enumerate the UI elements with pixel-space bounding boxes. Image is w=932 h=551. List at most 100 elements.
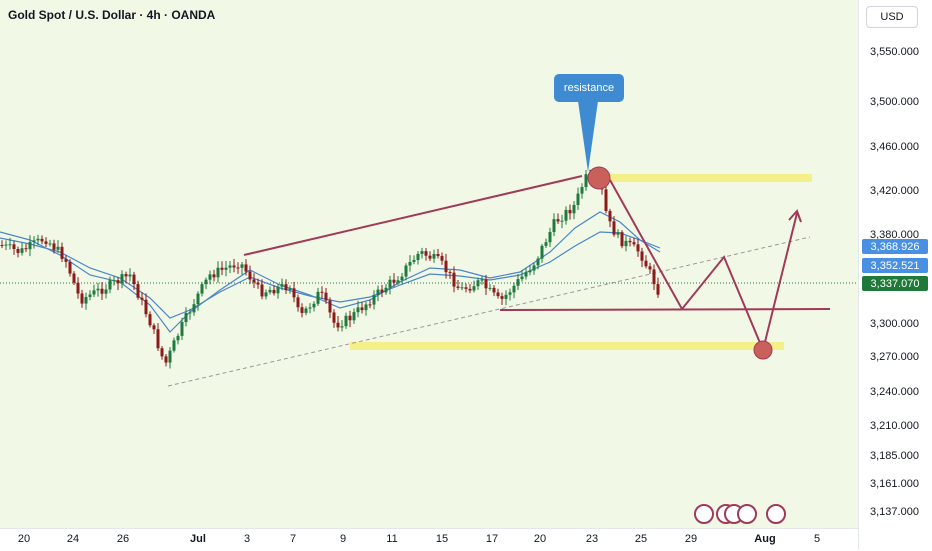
candle-body — [152, 325, 156, 330]
candle-body — [48, 243, 52, 245]
candle-body — [432, 254, 436, 259]
candle-body — [60, 246, 64, 259]
candle-body — [412, 260, 416, 262]
currency-button[interactable]: USD — [866, 6, 918, 28]
top-marker — [587, 166, 611, 190]
current-price-label: 3,337.070 — [862, 276, 928, 291]
candle-body — [252, 279, 256, 283]
candle-body — [396, 280, 400, 283]
candle-body — [168, 350, 172, 363]
candle-body — [124, 274, 128, 277]
candle-body — [220, 267, 224, 270]
time-tick: 11 — [386, 533, 398, 545]
price-axis[interactable] — [858, 0, 932, 550]
candle-body — [524, 272, 528, 277]
candle-body — [128, 274, 132, 277]
candle-body — [268, 289, 272, 293]
candle-body — [288, 288, 292, 291]
price-tick: 3,137.000 — [870, 506, 919, 518]
candle-body — [184, 313, 188, 323]
candle-body — [348, 315, 352, 321]
candle-body — [500, 296, 504, 299]
candle-body — [456, 286, 460, 288]
candle-body — [404, 265, 408, 277]
resistance-zone — [600, 174, 812, 182]
candle-body — [608, 210, 612, 222]
price-tick: 3,500.000 — [870, 96, 919, 108]
time-tick: 24 — [66, 533, 80, 545]
candle-body — [120, 274, 124, 284]
candle-body — [616, 232, 620, 235]
candle-body — [464, 287, 468, 289]
price-tick: 3,380.000 — [870, 229, 919, 241]
candle-body — [476, 280, 480, 287]
event-flag-icon — [766, 504, 786, 524]
time-tick: 29 — [684, 533, 698, 545]
ma-price-label: 3,368.926 — [862, 239, 928, 254]
candle-body — [236, 267, 240, 269]
ma-slow — [0, 231, 661, 319]
price-tick: 3,240.000 — [870, 386, 919, 398]
candle-body — [556, 219, 560, 222]
candle-body — [512, 285, 516, 293]
candle-body — [92, 290, 96, 295]
candle-body — [16, 249, 20, 253]
time-axis[interactable] — [0, 528, 858, 551]
candle-body — [632, 242, 636, 245]
candle-body — [188, 312, 192, 314]
candle-body — [144, 299, 148, 315]
candle-body — [540, 245, 544, 259]
candle-body — [136, 284, 140, 298]
candle-body — [580, 187, 584, 194]
candle-body — [636, 244, 640, 252]
price-tick: 3,550.000 — [870, 46, 919, 58]
price-tick: 3,210.000 — [870, 420, 919, 432]
candle-body — [68, 261, 72, 274]
candle-body — [180, 322, 184, 336]
callout-pointer — [578, 101, 598, 172]
candle-body — [96, 288, 100, 291]
candle-body — [560, 220, 564, 222]
upper-trendline — [243, 175, 583, 256]
candlestick-series — [0, 168, 660, 369]
candle-body — [356, 307, 360, 313]
ma-price-label: 3,352.521 — [862, 258, 928, 273]
event-flag-icon — [737, 504, 757, 524]
candle-body — [612, 221, 616, 235]
time-tick: 23 — [585, 533, 599, 545]
candle-body — [364, 304, 368, 311]
candle-body — [256, 282, 260, 285]
time-tick: 20 — [533, 533, 547, 545]
candle-body — [84, 296, 88, 304]
candle-body — [324, 292, 328, 301]
time-tick: 15 — [435, 533, 449, 545]
time-tick: 7 — [289, 533, 297, 545]
candle-body — [44, 241, 48, 244]
candle-body — [448, 272, 452, 274]
candle-body — [28, 241, 32, 250]
candle-body — [428, 255, 432, 259]
candle-body — [392, 279, 396, 283]
candle-body — [108, 280, 112, 290]
candle-body — [564, 209, 568, 221]
candle-body — [12, 244, 16, 250]
candle-body — [264, 292, 268, 297]
candle-body — [20, 248, 24, 253]
candle-body — [440, 256, 444, 261]
price-chart[interactable] — [0, 0, 858, 528]
target-marker — [753, 340, 773, 360]
support-zone — [350, 342, 784, 350]
candle-body — [276, 286, 280, 294]
candle-body — [484, 279, 488, 289]
candle-body — [4, 244, 8, 246]
candle-body — [360, 307, 364, 311]
candle-body — [628, 240, 632, 243]
candle-body — [508, 292, 512, 295]
time-tick: 26 — [116, 533, 130, 545]
candle-body — [488, 287, 492, 289]
candle-body — [368, 304, 372, 306]
candle-body — [624, 240, 628, 247]
candle-body — [196, 293, 200, 305]
chart-area[interactable]: Gold Spot / U.S. Dollar · 4h · OANDA res… — [0, 0, 858, 528]
candle-body — [372, 295, 376, 305]
